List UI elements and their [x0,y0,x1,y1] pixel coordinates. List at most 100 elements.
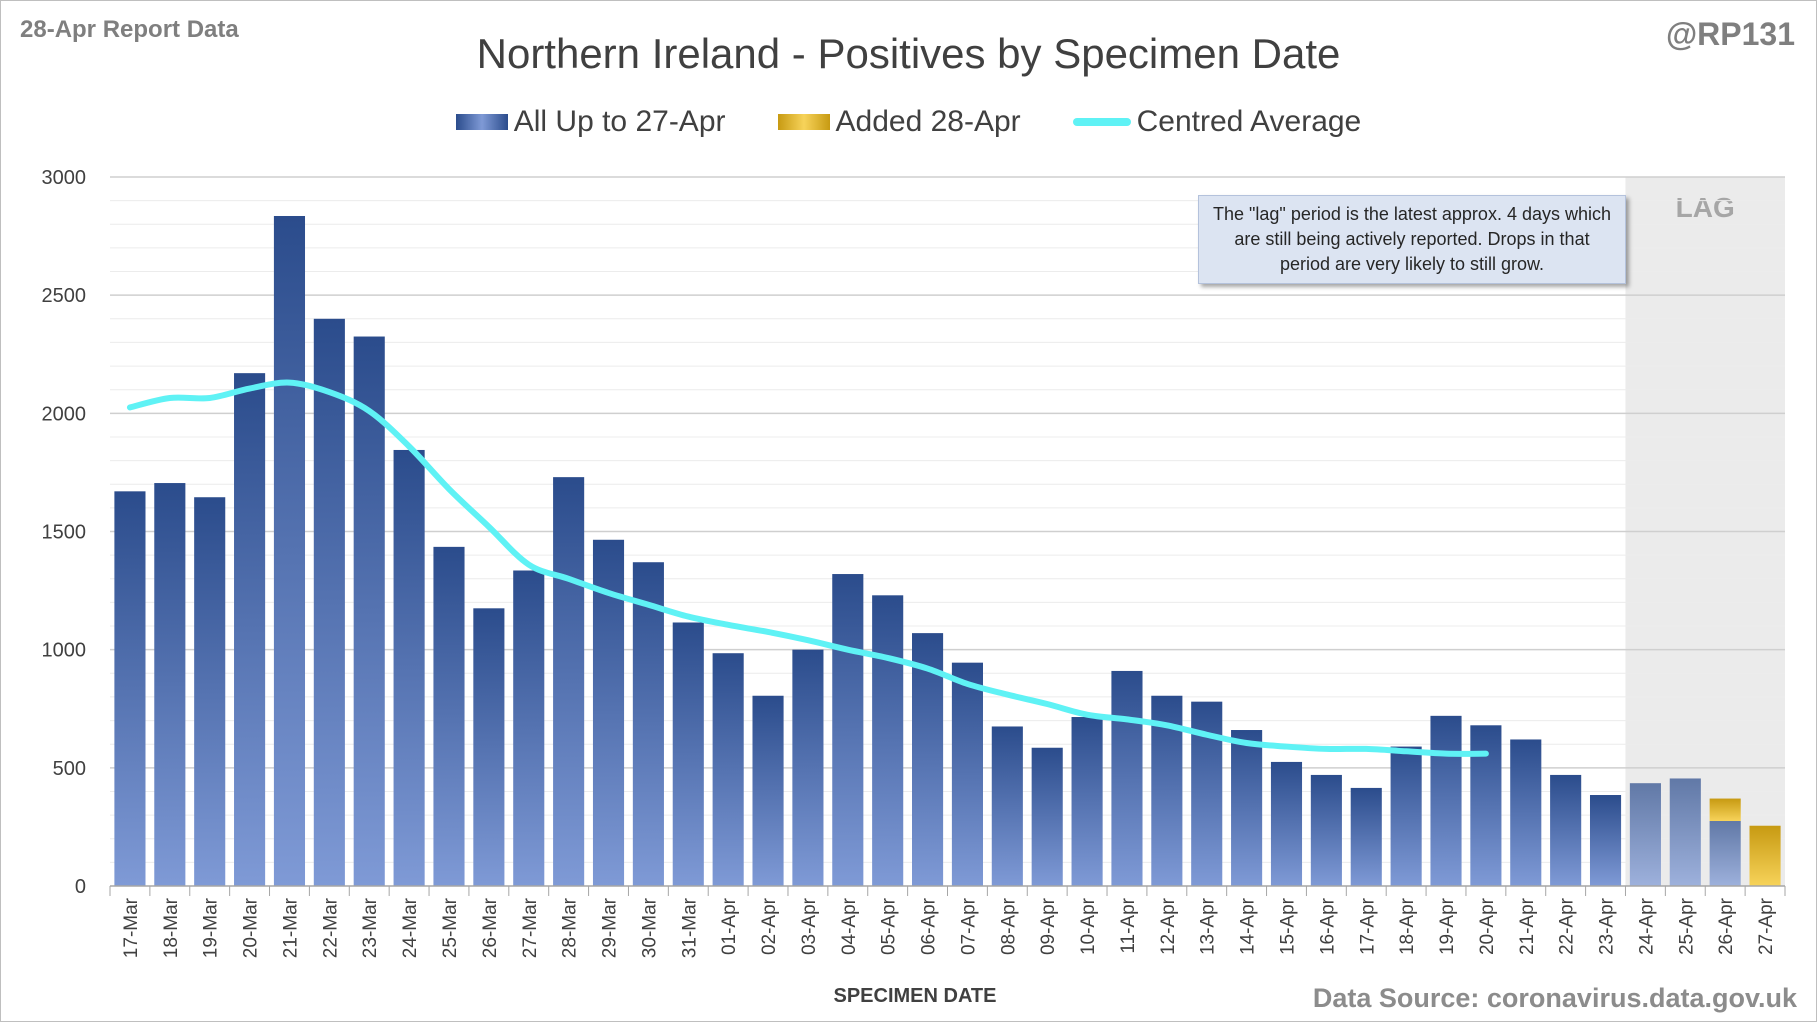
x-tick-label: 14-Apr [1238,897,1259,955]
chart-legend: All Up to 27-Apr Added 28-Apr Centred Av… [0,105,1817,139]
x-tick-label: 27-Mar [520,897,541,958]
bar-all-up-to-27-apr [114,491,146,886]
bar-all-up-to-27-apr [1510,739,1542,886]
x-tick-label: 31-Mar [679,897,700,958]
author-handle: @RP131 [1665,16,1795,52]
x-tick-label: 06-Apr [919,897,940,955]
x-tick-label: 28-Mar [560,897,581,958]
x-tick-label: 22-Apr [1557,897,1578,955]
bar-all-up-to-27-apr [1350,787,1382,886]
x-tick-label: 09-Apr [1038,897,1059,955]
report-date-label: 28-Apr Report Data [20,16,239,43]
x-tick-label: 25-Apr [1676,897,1697,955]
bar-all-up-to-27-apr [712,653,744,886]
y-tick-label: 1000 [42,640,87,662]
bar-all-up-to-27-apr [1669,778,1701,886]
bar-all-up-to-27-apr [433,546,465,886]
x-tick-label: 02-Apr [759,897,780,955]
bar-all-up-to-27-apr [234,373,266,886]
x-tick-label: 26-Mar [480,897,501,958]
bar-all-up-to-27-apr [194,497,226,886]
x-tick-label: 16-Apr [1317,897,1338,955]
lag-annotation-note: The "lag" period is the latest approx. 4… [1198,195,1626,284]
bar-added-28-apr [1749,825,1781,886]
x-tick-label: 17-Apr [1357,897,1378,955]
x-tick-label: 15-Apr [1277,897,1298,955]
x-tick-label: 20-Mar [241,897,262,958]
x-tick-label: 21-Mar [280,897,301,958]
x-tick-label: 19-Apr [1437,897,1458,955]
bar-all-up-to-27-apr [1390,746,1422,886]
x-tick-label: 01-Apr [719,897,740,955]
y-tick-label: 0 [75,876,86,898]
legend-item-added: Added 28-Apr [777,105,1021,139]
x-tick-label: 18-Apr [1397,897,1418,955]
x-tick-label: 03-Apr [799,897,820,955]
x-tick-label: 04-Apr [839,897,860,955]
bar-all-up-to-27-apr [553,477,585,886]
bar-all-up-to-27-apr [513,570,545,886]
x-tick-label: 24-Mar [400,897,421,958]
legend-label-added: Added 28-Apr [835,105,1021,138]
bar-all-up-to-27-apr [154,483,186,886]
bar-all-up-to-27-apr [1629,783,1661,886]
legend-item-centred-average: Centred Average [1072,105,1362,139]
x-tick-label: 18-Mar [161,897,182,958]
y-tick-label: 1500 [42,522,87,544]
bar-all-up-to-27-apr [1589,795,1622,886]
bar-all-up-to-27-apr [1071,717,1103,886]
bar-all-up-to-27-apr [1310,774,1342,886]
bar-all-up-to-27-apr [991,726,1023,886]
y-tick-label: 2000 [42,403,87,425]
bar-all-up-to-27-apr [1709,821,1741,886]
x-tick-label: 22-Mar [320,897,341,958]
legend-item-all-up-to: All Up to 27-Apr [455,105,726,139]
x-axis-title: SPECIMEN DATE [833,985,997,1007]
x-tick-label: 23-Mar [360,897,381,958]
x-tick-label: 30-Mar [639,897,660,958]
x-tick-label: 29-Mar [600,897,621,958]
x-tick-label: 13-Apr [1198,897,1219,955]
x-tick-label: 26-Apr [1716,897,1737,955]
x-tick-label: 21-Apr [1517,897,1538,955]
x-tick-label: 27-Apr [1756,897,1777,955]
bar-all-up-to-27-apr [1111,670,1143,886]
bar-all-up-to-27-apr [951,662,983,886]
x-tick-label: 08-Apr [998,897,1019,955]
x-tick-label: 24-Apr [1636,897,1657,955]
x-tick-label: 07-Apr [958,897,979,955]
lag-label: LAG [1676,192,1735,223]
bar-all-up-to-27-apr [1270,761,1303,886]
bar-all-up-to-27-apr [1470,725,1502,886]
x-tick-label: 12-Apr [1158,897,1179,955]
data-source-credit: Data Source: coronavirus.data.gov.uk [1312,983,1797,1013]
bar-all-up-to-27-apr [792,649,824,886]
legend-label-centred-average: Centred Average [1136,105,1362,138]
centred-average-line [126,379,1489,757]
bar-all-up-to-27-apr [872,595,904,886]
x-tick-label: 19-Mar [201,897,222,958]
x-tick-label: 05-Apr [879,897,900,955]
bar-all-up-to-27-apr [632,562,664,886]
bar-all-up-to-27-apr [353,336,385,886]
legend-swatch-centred-average [1072,118,1131,126]
x-tick-label: 23-Apr [1597,897,1618,955]
bar-all-up-to-27-apr [313,318,345,886]
bar-added-28-apr [1709,798,1741,822]
bar-all-up-to-27-apr [752,695,784,886]
legend-label-all-up-to: All Up to 27-Apr [513,105,726,138]
bar-all-up-to-27-apr [1031,747,1063,886]
y-tick-label: 2500 [42,285,87,307]
bar-all-up-to-27-apr [1231,730,1263,886]
bar-all-up-to-27-apr [672,622,704,886]
x-tick-label: 20-Apr [1477,897,1498,955]
x-tick-label: 10-Apr [1078,897,1099,955]
bar-all-up-to-27-apr [473,608,505,886]
y-tick-label: 500 [53,758,86,780]
chart-title: Northern Ireland - Positives by Specimen… [476,30,1341,77]
legend-swatch-added [777,114,830,130]
legend-swatch-all-up-to [455,114,508,130]
x-tick-label: 17-Mar [121,897,142,958]
x-tick-label: 11-Apr [1118,897,1139,953]
